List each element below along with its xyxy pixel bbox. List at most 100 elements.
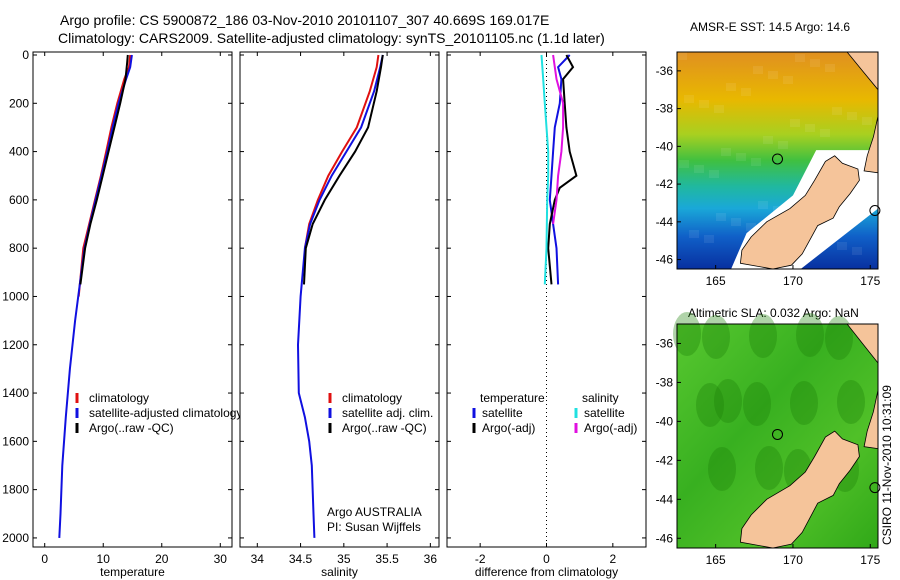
map-y-tick-label: -42	[656, 453, 674, 467]
x-tick-label: 0	[543, 552, 550, 566]
map-pixel	[751, 158, 761, 166]
map-pixel	[716, 213, 726, 221]
map-pixel	[763, 136, 773, 144]
legend-label: satellite-adjusted climatology	[89, 406, 242, 420]
map-pixel	[679, 160, 689, 168]
x-tick-label: 35	[337, 552, 351, 566]
map-frame	[676, 51, 879, 270]
chart-title-line2: Climatology: CARS2009. Satellite-adjuste…	[58, 30, 605, 46]
south-island-land	[739, 430, 860, 549]
series-line-2	[547, 54, 578, 285]
map-frame	[676, 323, 879, 549]
map-pixel	[795, 54, 805, 62]
sla-anomaly	[743, 382, 771, 426]
legend-label: satellite	[584, 406, 625, 420]
map-y-tick-label: -44	[656, 215, 674, 229]
map-pixel	[694, 165, 704, 173]
map-x-tick-label: 170	[783, 274, 803, 288]
map-pixel	[677, 52, 687, 60]
map-pixel	[847, 112, 857, 120]
profile-location-marker	[772, 428, 783, 440]
map-y-tick-label: -38	[656, 102, 674, 116]
x-tick-label: 34.5	[289, 552, 313, 566]
sla-anomaly	[755, 446, 783, 490]
sla-map-title: Altimetric SLA: 0.032 Argo: NaN	[688, 306, 859, 320]
sla-anomaly	[708, 447, 736, 491]
secondary-marker	[869, 482, 881, 494]
map-pixel	[684, 95, 694, 103]
y-tick-label: 1800	[2, 483, 29, 497]
sla-map: -36 -38 -40 -42 -44 -46 165 170 175	[656, 312, 881, 567]
x-tick-label: 0	[41, 552, 48, 566]
sla-anomaly	[825, 316, 853, 360]
map-pixel	[783, 76, 793, 84]
series-line-3	[540, 54, 550, 285]
map-pixel	[741, 88, 751, 96]
legend-label: salinity	[582, 391, 619, 405]
map-pixel	[832, 107, 842, 115]
x-tick-label: 30	[214, 552, 228, 566]
map-pixel	[699, 100, 709, 108]
sla-anomaly	[837, 380, 865, 424]
legend-label: Argo(..raw -QC)	[342, 421, 427, 435]
sla-anomaly	[790, 381, 818, 425]
y-tick-label: 200	[9, 96, 29, 110]
sla-anomaly	[749, 314, 777, 358]
chart-title-line1: Argo profile: CS 5900872_186 03-Nov-2010…	[60, 12, 550, 28]
x-tick-label: 20	[155, 552, 169, 566]
legend-label: satellite adj. clim.	[342, 406, 433, 420]
map-x-tick-label: 165	[706, 274, 726, 288]
legend-label: satellite	[482, 406, 523, 420]
sla-anomaly	[696, 383, 724, 427]
map-pixel	[820, 129, 830, 137]
south-island-land	[739, 155, 860, 270]
series-line-4	[552, 54, 565, 225]
y-tick-label: 0	[22, 48, 29, 62]
map-pixel	[768, 71, 778, 79]
sla-anomaly	[796, 313, 824, 357]
map-y-tick-label: -36	[656, 64, 674, 78]
map-pixel	[709, 170, 719, 178]
map-y-tick-label: -38	[656, 375, 674, 389]
map-x-tick-label: 175	[860, 553, 880, 567]
map-pixel	[825, 64, 835, 72]
x-tick-label: 35.5	[375, 552, 399, 566]
y-tick-label: 1200	[2, 338, 29, 352]
map-pixel	[753, 66, 763, 74]
map-pixel	[758, 201, 768, 209]
annotation-line-1: Argo AUSTRALIA	[327, 505, 422, 519]
series-line-3	[303, 54, 384, 285]
map-pixel	[837, 242, 847, 250]
map-y-tick-label: -46	[656, 531, 674, 545]
map-y-tick-label: -44	[656, 492, 674, 506]
annotation-line-2: PI: Susan Wijffels	[327, 520, 421, 534]
plot-frame	[239, 51, 440, 548]
y-tick-label: 400	[9, 145, 29, 159]
map-y-tick-label: -42	[656, 177, 674, 191]
legend-label: climatology	[89, 391, 149, 405]
legend-label: temperature	[480, 391, 545, 405]
map-pixel	[746, 223, 756, 231]
series-line-1	[548, 54, 571, 285]
sla-anomaly	[702, 315, 730, 359]
legend-label: Argo(..raw -QC)	[89, 421, 174, 435]
y-tick-label: 1600	[2, 434, 29, 448]
map-x-tick-label: 165	[706, 553, 726, 567]
map-pixel	[852, 247, 862, 255]
x-tick-label: 2	[609, 552, 616, 566]
y-tick-label: 2000	[2, 531, 29, 545]
legend-label: climatology	[342, 391, 402, 405]
map-pixel	[810, 59, 820, 67]
sst-map: -36 -38 -40 -42 -44 -46 165 170 175	[656, 51, 881, 288]
x-tick-label: 36	[424, 552, 438, 566]
map-y-tick-label: -46	[656, 253, 674, 267]
map-y-tick-label: -40	[656, 139, 674, 153]
sla-anomaly	[673, 312, 701, 356]
series-line-1	[303, 54, 380, 249]
map-pixel	[704, 235, 714, 243]
profile-panel-2: 34 34.5 35 35.5 36 salinity climatologysatelli…	[239, 51, 440, 579]
y-tick-label: 1400	[2, 386, 29, 400]
profile-panel-1: 0 200 400 600 800 1000 1200 1400 1600 1800 2000 0 10…	[2, 48, 242, 579]
